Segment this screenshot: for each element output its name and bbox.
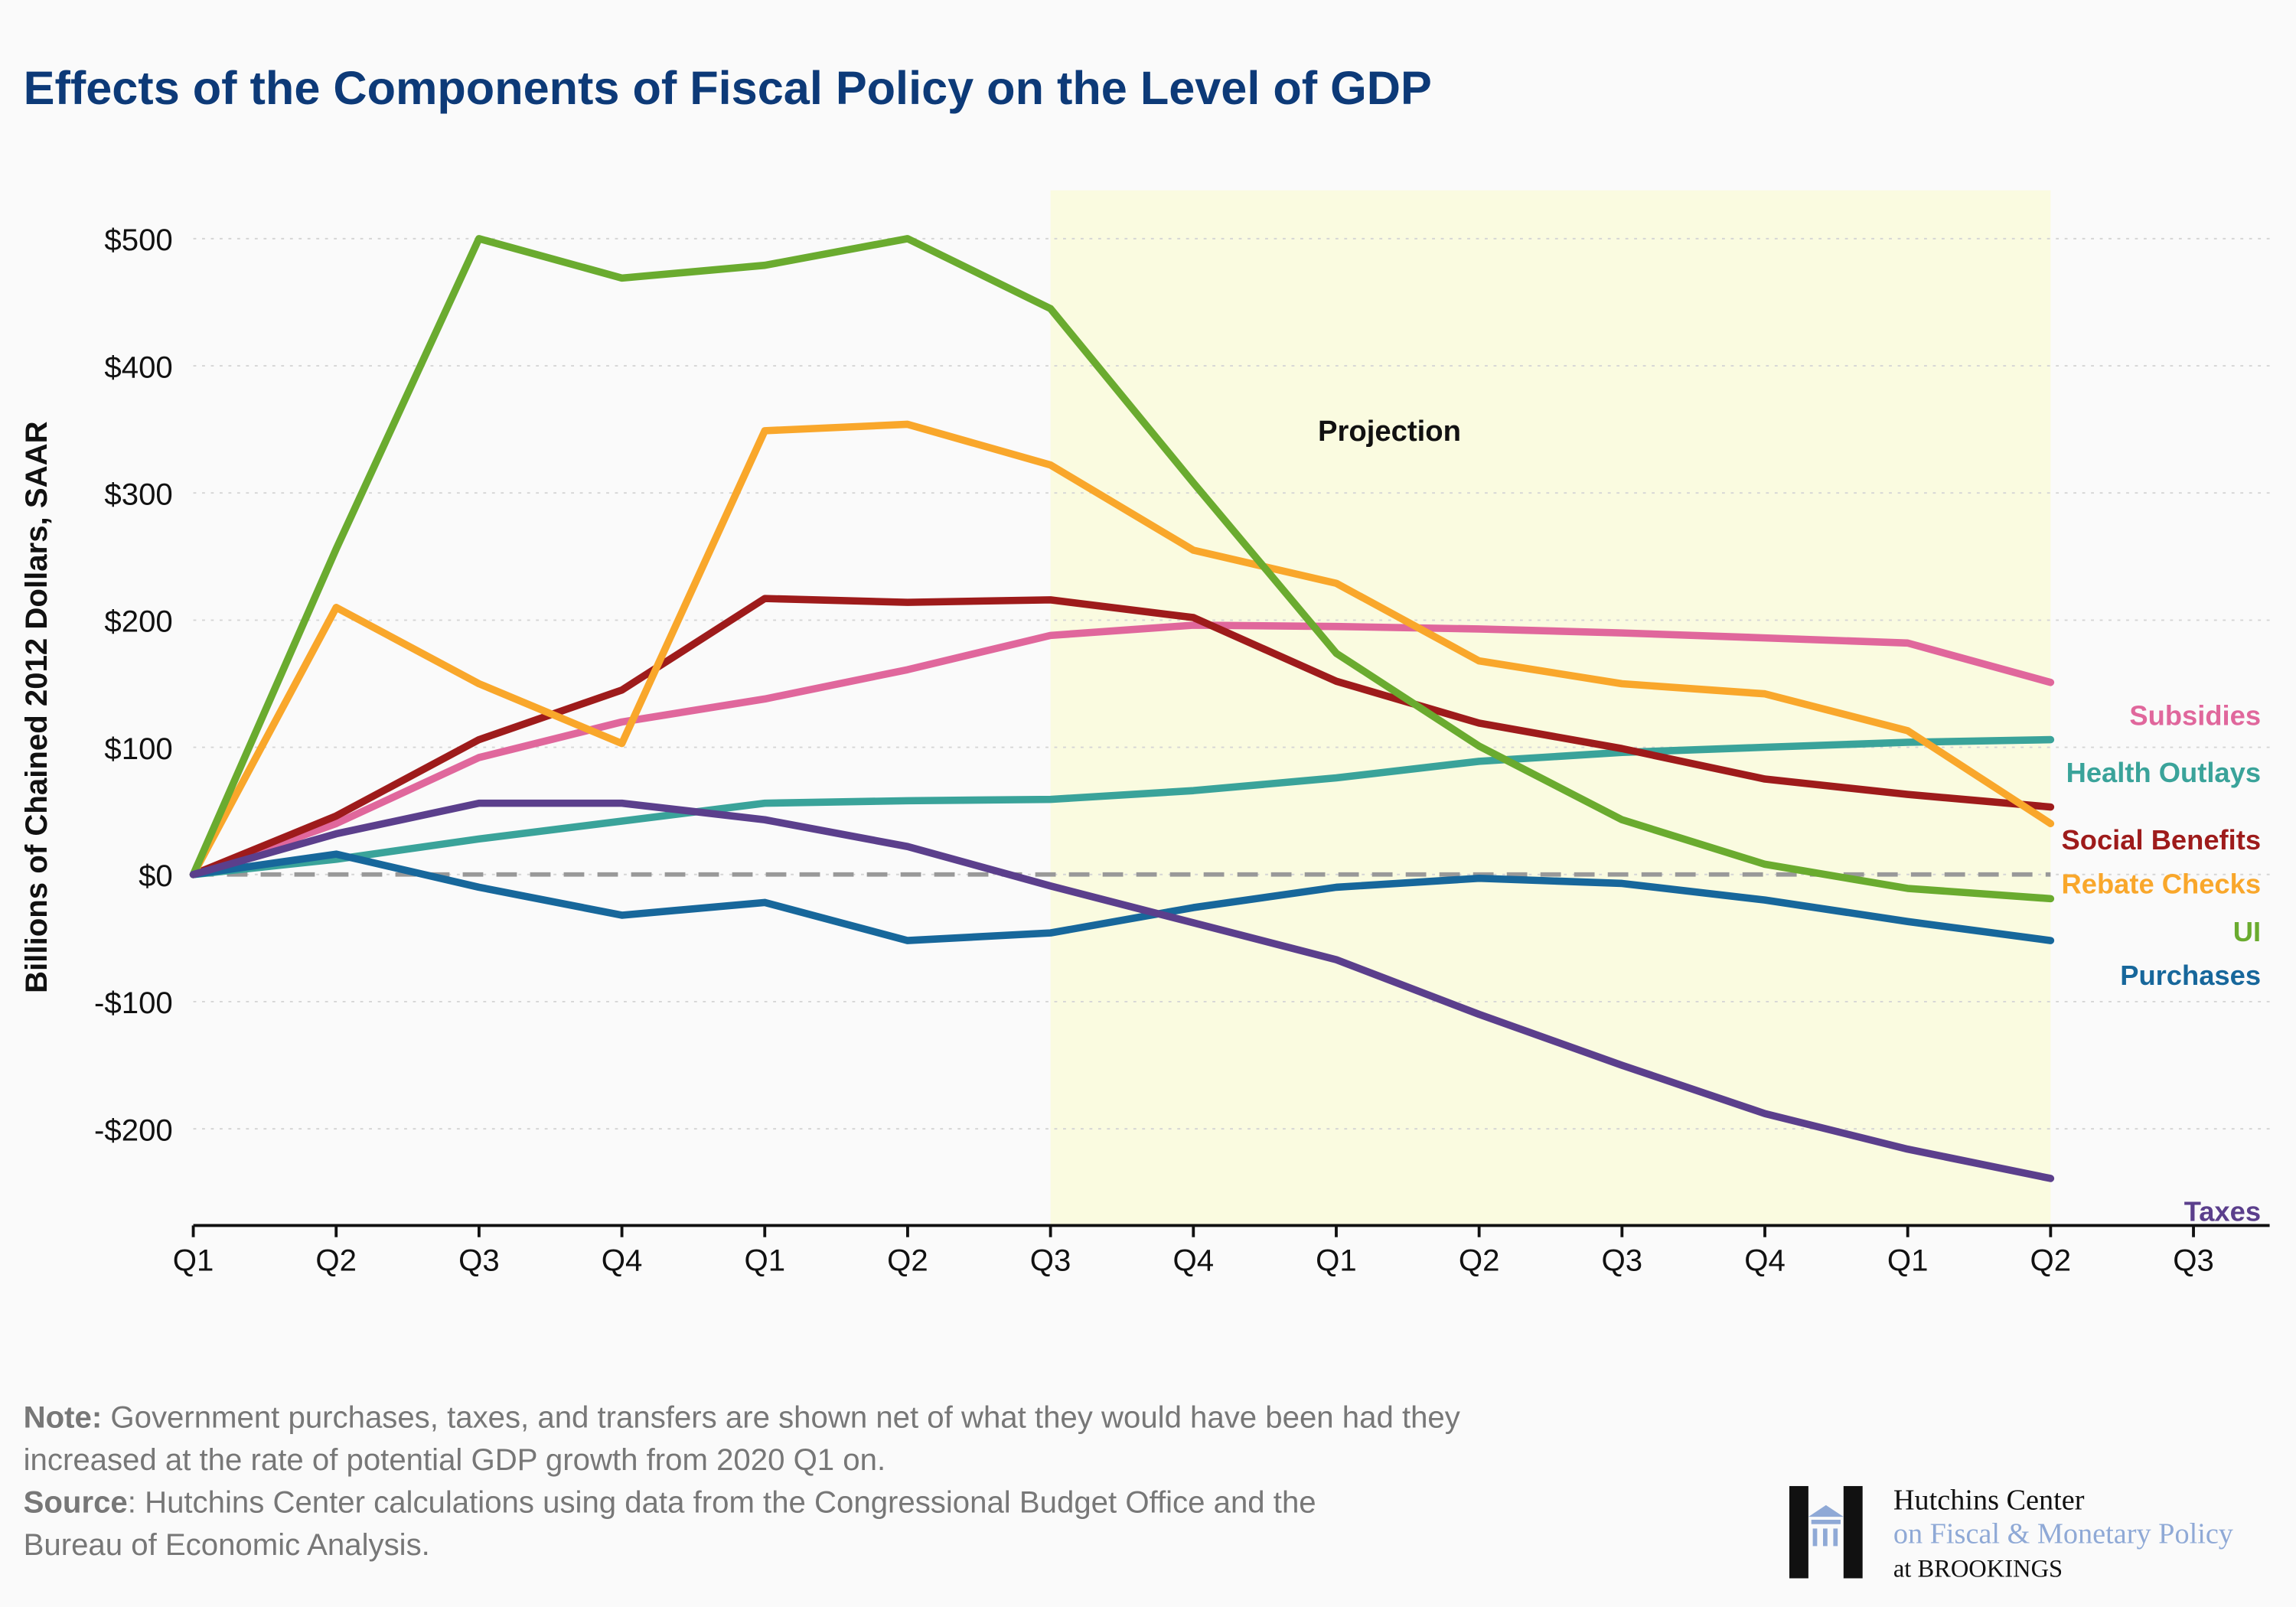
source-line: : Hutchins Center calculations using dat… xyxy=(128,1485,1316,1519)
x-tick-label: Q1 xyxy=(744,1244,785,1278)
y-axis-title: Billions of Chained 2012 Dollars, SAAR xyxy=(19,421,54,993)
x-tick-label: Q1 xyxy=(1887,1244,1929,1278)
y-tick-label: $300 xyxy=(104,478,172,512)
source-line: Bureau of Economic Analysis. xyxy=(24,1527,430,1562)
note-line: Government purchases, taxes, and transfe… xyxy=(102,1400,1460,1434)
note: Note: Government purchases, taxes, and t… xyxy=(24,1400,1460,1476)
x-tick-label: Q3 xyxy=(458,1244,500,1278)
y-tick-label: $500 xyxy=(104,223,172,257)
y-tick-label: $200 xyxy=(104,605,172,639)
note-label: Note: xyxy=(24,1400,103,1434)
x-tick-label: Q4 xyxy=(1744,1244,1786,1278)
series-line xyxy=(189,621,2055,878)
series-label: Health Outlays xyxy=(2066,757,2261,788)
series-line xyxy=(189,420,2055,878)
source: Source: Hutchins Center calculations usi… xyxy=(24,1485,1316,1561)
series-label: UI xyxy=(2233,916,2261,947)
series-line xyxy=(189,235,2055,903)
logo-text: Hutchins Center xyxy=(1893,1485,2085,1517)
series-label: Taxes xyxy=(2184,1195,2261,1227)
x-tick-label: Q4 xyxy=(602,1244,643,1278)
source-label: Source xyxy=(24,1485,128,1519)
y-tick-label: -$200 xyxy=(94,1113,173,1147)
projection-region xyxy=(1050,190,2051,1226)
series-line xyxy=(189,735,2055,878)
y-tick-label: $0 xyxy=(139,859,173,893)
logo-mark xyxy=(1789,1485,1863,1579)
x-tick-label: Q4 xyxy=(1173,1244,1215,1278)
x-tick-label: Q2 xyxy=(887,1244,928,1278)
series-line xyxy=(189,799,2055,1182)
series-label: Subsidies xyxy=(2129,699,2261,731)
x-tick-label: Q2 xyxy=(315,1244,357,1278)
note-line: increased at the rate of potential GDP g… xyxy=(24,1442,886,1477)
x-tick-label: Q1 xyxy=(173,1244,214,1278)
y-tick-label: $100 xyxy=(104,732,172,766)
x-tick-label: Q3 xyxy=(1030,1244,1071,1278)
projection-label: Projection xyxy=(1318,415,1461,448)
chart-title: Effects of the Components of Fiscal Poli… xyxy=(24,62,1432,114)
series-line xyxy=(189,850,2055,944)
y-tick-label: -$100 xyxy=(94,986,173,1020)
x-tick-label: Q3 xyxy=(2173,1244,2214,1278)
series-label: Purchases xyxy=(2120,960,2261,991)
x-tick-label: Q1 xyxy=(1316,1244,1357,1278)
logo-text: on Fiscal & Monetary Policy xyxy=(1893,1518,2233,1550)
y-tick-label: $400 xyxy=(104,350,172,384)
x-tick-label: Q3 xyxy=(1602,1244,1643,1278)
series-label: Social Benefits xyxy=(2062,824,2262,856)
logo-text: at BROOKINGS xyxy=(1893,1556,2063,1583)
x-tick-label: Q2 xyxy=(2030,1244,2072,1278)
x-tick-label: Q2 xyxy=(1459,1244,1500,1278)
series-label: Rebate Checks xyxy=(2061,869,2261,900)
series-line xyxy=(189,595,2055,878)
